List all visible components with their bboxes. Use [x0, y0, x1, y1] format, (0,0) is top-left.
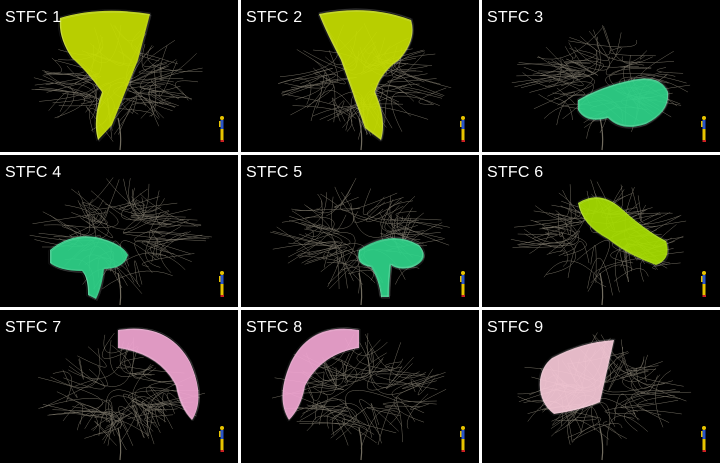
- brain-render: [31, 9, 224, 151]
- brain-render: [270, 177, 465, 306]
- brain-render: [510, 179, 706, 306]
- brain-render: [29, 177, 224, 306]
- stfc-panel: STFC 3: [482, 0, 720, 152]
- panel-label: STFC 6: [487, 164, 544, 181]
- panel-label: STFC 2: [246, 9, 303, 26]
- stfc-panel: STFC 2: [241, 0, 479, 152]
- panel-label: STFC 7: [5, 319, 62, 336]
- brain-render: [511, 25, 706, 151]
- stfc-panel: STFC 9: [482, 310, 720, 463]
- fiber-tract: [576, 76, 670, 129]
- orientation-figure-icon: [701, 426, 706, 452]
- panel-label: STFC 9: [487, 319, 544, 336]
- panel-label: STFC 3: [487, 9, 544, 26]
- brain-fibers: [29, 177, 212, 306]
- brain-render: [271, 327, 465, 461]
- fiber-tract: [58, 9, 152, 142]
- orientation-figure-icon: [701, 271, 706, 297]
- fiber-tract: [576, 195, 670, 267]
- orientation-figure-icon: [460, 426, 465, 452]
- stfc-panel: STFC 8: [241, 310, 479, 463]
- panel-label: STFC 5: [246, 164, 303, 181]
- orientation-figure-icon: [219, 271, 224, 297]
- stfc-panel: STFC 7: [0, 310, 238, 463]
- stfc-panel: STFC 1: [0, 0, 238, 152]
- fiber-tract: [317, 8, 415, 142]
- stfc-panel: STFC 5: [241, 155, 479, 307]
- stfc-panel: STFC 6: [482, 155, 720, 307]
- orientation-figure-icon: [460, 271, 465, 297]
- brain-render: [277, 8, 465, 151]
- fiber-tract: [356, 236, 426, 299]
- panel-label: STFC 4: [5, 164, 62, 181]
- fiber-tract: [538, 338, 616, 416]
- panel-label: STFC 8: [246, 319, 303, 336]
- orientation-figure-icon: [219, 116, 224, 142]
- orientation-figure-icon: [701, 116, 706, 142]
- brain-render: [517, 332, 706, 461]
- brain-render: [38, 327, 224, 461]
- panel-label: STFC 1: [5, 9, 62, 26]
- orientation-figure-icon: [460, 116, 465, 142]
- stfc-panel: STFC 4: [0, 155, 238, 307]
- orientation-figure-icon: [219, 426, 224, 452]
- fiber-tract: [48, 234, 130, 301]
- brain-fibers: [270, 177, 450, 306]
- fiber-tract: [116, 327, 201, 422]
- fiber-tract: [280, 327, 361, 422]
